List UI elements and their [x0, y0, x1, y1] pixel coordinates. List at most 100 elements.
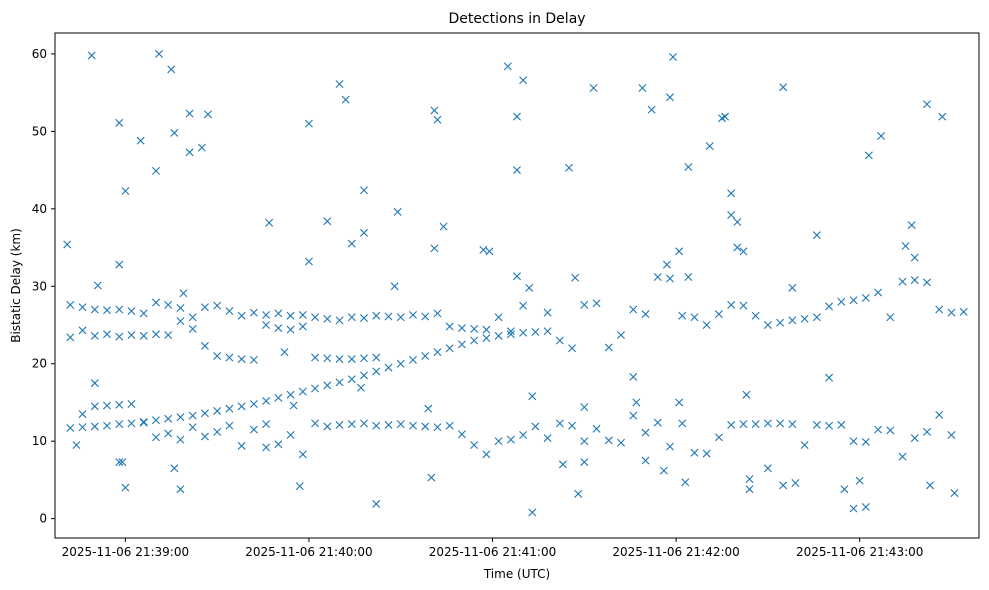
data-point: [225, 404, 234, 413]
data-point: [225, 307, 234, 316]
data-point: [372, 311, 381, 320]
data-point: [323, 422, 332, 431]
data-point: [733, 217, 742, 226]
data-point: [690, 313, 699, 322]
data-point: [742, 390, 751, 399]
data-point: [286, 311, 295, 320]
data-point: [360, 354, 369, 363]
data-point: [103, 421, 112, 430]
data-point: [874, 288, 883, 297]
data-point: [733, 243, 742, 252]
data-point: [213, 351, 222, 360]
data-point: [408, 355, 417, 364]
data-point: [800, 314, 809, 323]
data-point: [669, 53, 678, 61]
data-point: [779, 83, 788, 92]
data-point: [433, 348, 442, 357]
data-point: [519, 430, 528, 439]
data-point: [485, 247, 494, 256]
data-point: [237, 402, 246, 411]
data-point: [185, 109, 194, 118]
data-point: [323, 217, 332, 226]
data-point: [87, 51, 96, 60]
data-point: [295, 482, 304, 491]
data-point: [812, 231, 821, 240]
data-point: [849, 437, 858, 446]
data-point: [506, 435, 515, 444]
data-point: [347, 375, 356, 384]
y-tick-label: 50: [32, 124, 47, 138]
data-point: [745, 475, 754, 484]
data-point: [433, 423, 442, 432]
data-point: [629, 411, 638, 420]
y-axis-label: Bistatic Delay (km): [9, 228, 23, 343]
data-point: [372, 421, 381, 430]
data-point: [825, 373, 834, 382]
data-point: [727, 189, 736, 198]
data-point: [910, 434, 919, 443]
data-point: [372, 499, 381, 508]
data-point: [519, 301, 528, 310]
data-point: [457, 324, 466, 333]
data-point: [323, 354, 332, 363]
data-point: [347, 355, 356, 364]
data-point: [580, 437, 589, 446]
data-point: [155, 49, 164, 58]
data-point: [571, 273, 580, 282]
data-point: [151, 330, 160, 339]
data-point: [360, 228, 369, 237]
data-point: [877, 132, 886, 141]
data-point: [90, 305, 99, 314]
data-point: [188, 423, 197, 432]
data-point: [659, 466, 668, 475]
data-point: [225, 353, 234, 362]
data-point: [678, 311, 687, 320]
data-point: [675, 398, 684, 407]
data-point: [63, 240, 72, 249]
data-point: [568, 344, 577, 353]
data-point: [427, 473, 436, 482]
data-point: [298, 322, 307, 331]
data-point: [430, 244, 439, 253]
data-point: [421, 312, 430, 321]
data-point: [898, 452, 907, 461]
data-point: [203, 110, 212, 119]
data-point: [825, 302, 834, 311]
data-point: [164, 414, 173, 423]
data-point: [922, 100, 931, 109]
data-point: [947, 430, 956, 439]
data-point: [531, 422, 540, 431]
data-point: [874, 425, 883, 434]
data-point: [433, 115, 442, 124]
data-point: [298, 387, 307, 396]
data-point: [580, 458, 589, 467]
data-point: [262, 321, 271, 329]
x-tick-label: 2025-11-06 21:39:00: [62, 545, 189, 559]
data-point: [684, 272, 693, 281]
data-point: [393, 207, 402, 216]
data-point: [681, 478, 690, 487]
data-point: [249, 400, 258, 408]
data-point: [341, 95, 350, 104]
data-point: [115, 332, 124, 341]
data-point: [188, 324, 197, 333]
data-point: [372, 367, 381, 376]
data-point: [445, 322, 454, 331]
data-point: [262, 420, 271, 429]
data-point: [947, 308, 956, 317]
data-point: [347, 313, 356, 322]
data-point: [176, 303, 185, 312]
data-point: [274, 393, 283, 402]
data-point: [188, 411, 197, 420]
data-point: [176, 435, 185, 444]
y-tick-label: 40: [32, 202, 47, 216]
data-point: [200, 341, 209, 350]
data-point: [935, 410, 944, 419]
data-point: [66, 424, 75, 433]
data-point: [470, 324, 479, 333]
data-point: [901, 242, 910, 250]
data-point: [506, 327, 515, 336]
y-axis: 0 10 20 30 40 50 60: [32, 47, 55, 526]
data-point: [543, 308, 552, 317]
data-point: [788, 316, 797, 325]
